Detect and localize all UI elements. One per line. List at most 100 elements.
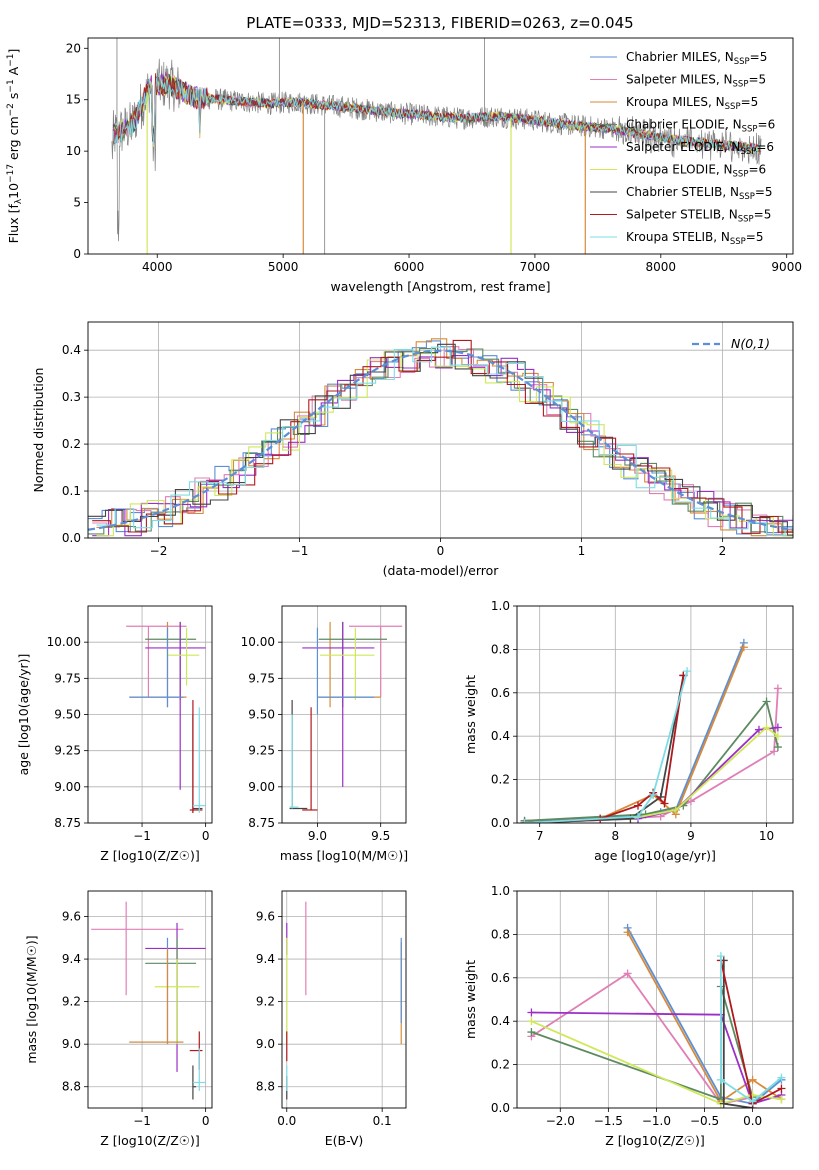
- mass-weight-marker: [527, 1028, 536, 1037]
- mass-weight-marker: [623, 928, 632, 937]
- mass-weight-marker: [633, 812, 642, 821]
- y-tick-label: 9.4: [256, 952, 275, 966]
- y-tick-label: 0.4: [491, 1014, 510, 1028]
- y-tick-label: 8.75: [248, 816, 275, 830]
- y-tick-label: 9.00: [248, 780, 275, 794]
- y-tick-label: 9.00: [54, 780, 81, 794]
- x-axis-label: Z [log10(Z/Z☉)]: [100, 1133, 200, 1148]
- y-tick-label: 10.00: [241, 635, 275, 649]
- mass-weight-plot-area: [527, 923, 786, 1108]
- x-tick-label: 8: [611, 829, 619, 843]
- x-axis-label: mass [log10(M/M☉)]: [280, 848, 408, 863]
- residual-histogram-line: [96, 338, 793, 537]
- y-tick-label: 0.1: [62, 484, 81, 498]
- mass-weight-marker: [748, 1075, 757, 1084]
- y-tick-label: 10.00: [47, 635, 81, 649]
- x-axis-label: (data-model)/error: [383, 563, 500, 578]
- y-tick-label: 0.8: [491, 642, 510, 656]
- y-tick-label: 9.75: [248, 671, 275, 685]
- y-tick-label: 9.50: [54, 708, 81, 722]
- y-tick-label: 8.8: [256, 1080, 275, 1094]
- age-vs-metallicity-panel: −1 0 8.75 9.00 9.25 9.50 9.75 10.00 Z [log10(Z/Z…: [16, 605, 213, 863]
- x-axis-label: E(B-V): [325, 1133, 364, 1148]
- y-tick-label: 9.50: [248, 708, 275, 722]
- mass-weight-line: [524, 726, 779, 823]
- legend-label: Chabrier MILES, NSSP=5: [626, 50, 767, 67]
- spectrum-legend: Chabrier MILES, NSSP=5 Salpeter MILES, NS…: [590, 50, 775, 247]
- model-spectrum-line: [112, 73, 762, 154]
- y-tick-label: 0.3: [62, 390, 81, 404]
- x-tick-label: 0.0: [277, 1114, 296, 1128]
- y-tick-label: 9.4: [62, 952, 81, 966]
- mass-weight-line: [524, 670, 688, 823]
- x-tick-label: 7000: [520, 260, 551, 274]
- legend-label: Chabrier ELODIE, NSSP=6: [626, 118, 775, 135]
- x-tick-label: 5000: [268, 260, 299, 274]
- x-tick-label: 0: [437, 544, 445, 558]
- y-axis-label: Normed distribution: [31, 368, 46, 493]
- x-tick-label: 0.1: [373, 1114, 392, 1128]
- mass-weight-marker: [739, 643, 748, 652]
- y-tick-label: 0.2: [491, 773, 510, 787]
- mass-weight-line: [531, 1020, 782, 1105]
- figure-title: PLATE=0333, MJD=52313, FIBERID=0263, z=0…: [246, 14, 633, 32]
- y-tick-label: 9.75: [54, 671, 81, 685]
- x-tick-label: 10: [759, 829, 774, 843]
- y-tick-label: 9.6: [256, 910, 275, 924]
- errorbar-plot-area: [91, 901, 206, 1100]
- y-tick-label: 8.8: [62, 1080, 81, 1094]
- mass-weight-marker: [716, 952, 725, 961]
- y-tick-label: 1.0: [491, 599, 510, 613]
- y-axis-label: mass weight: [463, 675, 478, 754]
- legend-label: Chabrier STELIB, NSSP=5: [626, 185, 773, 202]
- mass-weight-marker: [623, 969, 632, 978]
- legend-label: Kroupa MILES, NSSP=5: [626, 95, 758, 112]
- mass-weight-plot-area: [520, 638, 782, 823]
- y-tick-label: 9.2: [62, 995, 81, 1009]
- y-tick-label: 0.0: [62, 531, 81, 545]
- mass-weight-marker: [777, 1084, 786, 1093]
- observed-spectrum-line: [111, 58, 762, 242]
- mass-weight-line: [530, 972, 753, 1105]
- y-tick-label: 0.4: [491, 729, 510, 743]
- errorbar-plot-area: [126, 621, 206, 813]
- mass-vs-ebv-panel: 0.0 0.1 8.8 9.0 9.2 9.4 9.6 E(B-V): [256, 890, 407, 1148]
- mass-weight-marker: [626, 814, 635, 823]
- x-tick-label: −0.5: [690, 1114, 719, 1128]
- x-tick-label: −1: [291, 544, 309, 558]
- residual-histogram-line: [88, 343, 793, 536]
- y-tick-label: 8.75: [54, 816, 81, 830]
- y-tick-label: 5: [73, 196, 81, 210]
- x-tick-label: −1.5: [594, 1114, 623, 1128]
- y-tick-label: 1.0: [491, 884, 510, 898]
- x-tick-label: 4000: [142, 260, 173, 274]
- x-tick-label: 0: [202, 1114, 210, 1128]
- y-tick-label: 0.2: [62, 437, 81, 451]
- axes-frame: [516, 605, 794, 824]
- y-tick-label: 9.25: [248, 744, 275, 758]
- mass-weight-marker: [683, 667, 692, 676]
- x-tick-label: −1: [133, 829, 151, 843]
- mass-weight-marker: [527, 1017, 536, 1026]
- legend-label: Salpeter STELIB, NSSP=5: [626, 208, 771, 225]
- mass-weight-marker: [773, 723, 782, 732]
- x-tick-label: 0: [202, 829, 210, 843]
- axes-frame: [87, 890, 213, 1109]
- axes-frame: [281, 890, 407, 1109]
- mass-weight-marker: [716, 1075, 725, 1084]
- x-tick-label: −1.0: [642, 1114, 671, 1128]
- y-tick-label: 9.0: [256, 1037, 275, 1051]
- x-tick-label: −2: [150, 544, 168, 558]
- x-tick-label: 9.0: [308, 829, 327, 843]
- y-axis-label: Flux [fλ10−17 erg cm−2 s−1 A−1]: [6, 49, 24, 244]
- mass-weight-marker: [762, 697, 771, 706]
- x-tick-label: 8000: [646, 260, 677, 274]
- residual-histogram-line: [92, 339, 793, 534]
- x-tick-label: 1: [578, 544, 586, 558]
- mass-weight-marker: [762, 723, 771, 732]
- mass-weight-marker: [660, 799, 669, 808]
- y-tick-label: 0.6: [491, 686, 510, 700]
- legend-label: Kroupa STELIB, NSSP=5: [626, 230, 764, 247]
- y-axis-label: mass weight: [463, 960, 478, 1039]
- mass-weight-line: [720, 960, 782, 1106]
